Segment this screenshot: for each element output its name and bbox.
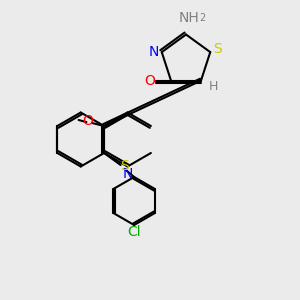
Text: O: O	[144, 74, 155, 88]
Text: Cl: Cl	[127, 226, 141, 239]
Text: S: S	[213, 42, 222, 56]
Text: NH: NH	[178, 11, 200, 25]
Text: N: N	[149, 45, 159, 59]
Text: H: H	[208, 80, 218, 93]
Text: N: N	[122, 167, 133, 181]
Text: O: O	[82, 115, 93, 128]
Text: S: S	[120, 160, 129, 173]
Text: 2: 2	[200, 13, 206, 23]
